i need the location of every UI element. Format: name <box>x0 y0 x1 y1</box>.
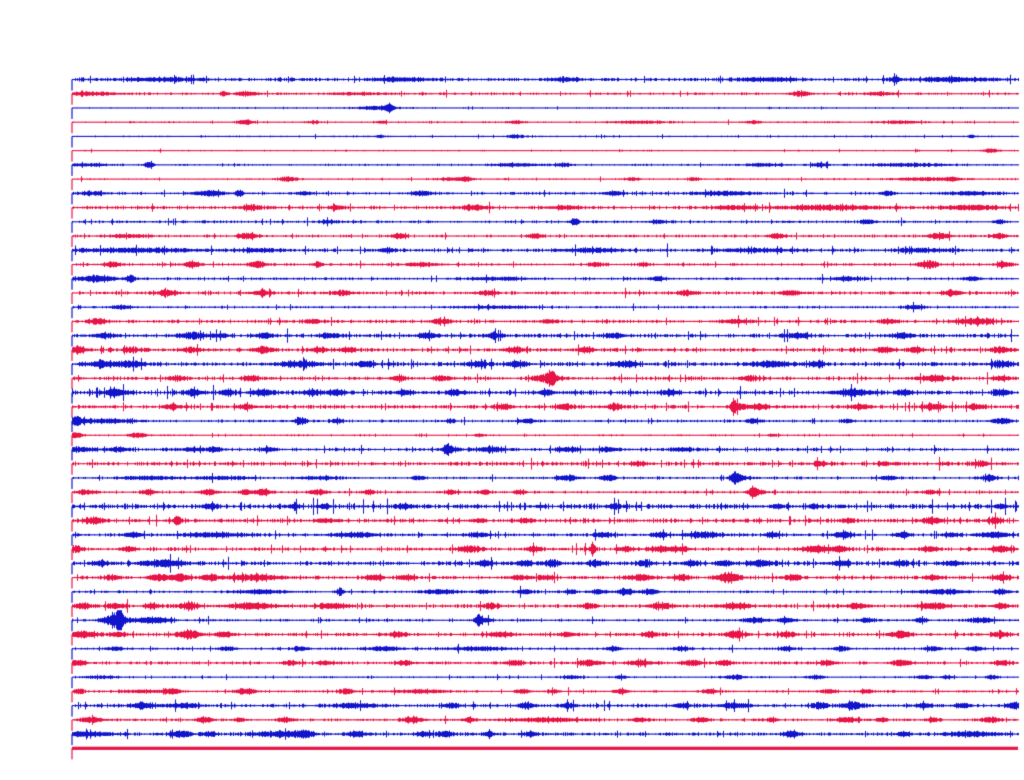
helicorder-plot <box>0 0 1024 780</box>
helicorder-page: { "header": { "station_title": "HT Flori… <box>0 0 1024 780</box>
